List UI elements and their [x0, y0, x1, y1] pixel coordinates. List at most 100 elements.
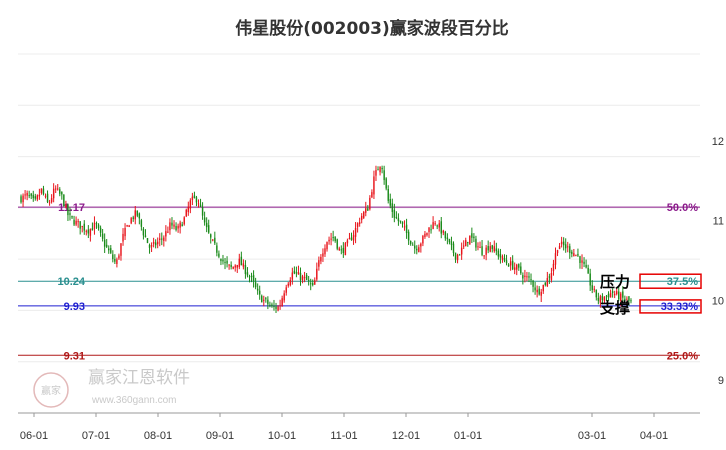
- candle: [424, 231, 426, 239]
- candle: [301, 274, 304, 284]
- candle-body: [536, 289, 538, 293]
- candle-body: [360, 215, 363, 220]
- candle-body: [491, 245, 493, 249]
- candle-body: [356, 223, 359, 227]
- candle-body: [132, 217, 134, 219]
- candle-body: [320, 256, 322, 262]
- candle: [42, 185, 45, 196]
- candle: [538, 286, 540, 296]
- candle: [203, 211, 206, 226]
- candle-body: [244, 265, 247, 274]
- candle: [242, 259, 245, 270]
- candle-body: [124, 228, 126, 237]
- candle-body: [301, 276, 304, 280]
- candle: [114, 254, 116, 265]
- candle-body: [267, 299, 269, 305]
- candle: [518, 263, 520, 271]
- candle: [99, 225, 102, 237]
- candle-body: [228, 264, 230, 266]
- candle: [450, 236, 453, 251]
- candle-body: [205, 222, 208, 228]
- candle-body: [224, 261, 226, 263]
- candle-body: [573, 253, 575, 257]
- x-tick-label: 06-01: [20, 430, 48, 442]
- candle: [140, 218, 143, 231]
- candle-body: [597, 297, 600, 301]
- candle-body: [138, 213, 141, 219]
- candle: [232, 266, 234, 270]
- candle: [224, 257, 226, 270]
- candle-body: [195, 197, 198, 203]
- candle: [146, 237, 149, 244]
- candle: [409, 240, 412, 246]
- candle-body: [273, 305, 275, 308]
- candle-body: [575, 254, 577, 256]
- candle: [275, 302, 277, 313]
- candle-body: [73, 219, 75, 225]
- candle: [471, 227, 473, 243]
- candle-body: [40, 188, 43, 193]
- candle: [624, 295, 626, 302]
- candle-body: [369, 197, 371, 210]
- candle: [299, 267, 302, 286]
- candle-body: [503, 258, 506, 261]
- candle-body: [422, 235, 424, 244]
- candle: [607, 291, 610, 302]
- candle: [128, 224, 130, 228]
- candle: [509, 257, 512, 271]
- candle-body: [554, 253, 557, 265]
- candle-body: [401, 221, 404, 225]
- candle: [403, 220, 406, 231]
- candle: [309, 278, 312, 291]
- candle: [448, 238, 451, 245]
- chart-title: 伟星股份(002003)赢家波段百分比: [235, 18, 509, 39]
- candle: [340, 245, 343, 255]
- candle: [507, 263, 510, 267]
- candle-body: [577, 253, 579, 256]
- candle: [244, 260, 247, 279]
- candle-body: [354, 227, 357, 237]
- candle: [271, 302, 273, 308]
- candle-body: [387, 189, 389, 201]
- candle-body: [87, 229, 90, 234]
- y-tick-label: 12: [712, 136, 724, 148]
- candle-body: [199, 204, 202, 207]
- candle-body: [252, 275, 255, 282]
- candle-body: [552, 263, 555, 272]
- candle: [556, 249, 559, 257]
- candle: [177, 223, 179, 233]
- candle: [583, 257, 585, 268]
- candle: [477, 242, 479, 251]
- x-tick-label: 01-01: [454, 430, 482, 442]
- candle-body: [585, 265, 587, 268]
- candle-body: [509, 261, 512, 266]
- candle-body: [324, 248, 326, 255]
- candle-body: [291, 272, 294, 280]
- candle-body: [32, 194, 34, 199]
- candle-body: [293, 270, 296, 274]
- candle: [240, 251, 243, 266]
- candle-body: [144, 235, 147, 238]
- candle: [67, 203, 69, 221]
- candle-body: [256, 288, 259, 291]
- candle: [434, 220, 436, 226]
- candle: [210, 233, 212, 244]
- candle-body: [358, 222, 361, 225]
- candle-body: [567, 246, 569, 248]
- candle: [324, 244, 326, 257]
- candle-body: [103, 239, 106, 247]
- candle-body: [405, 224, 408, 234]
- candle-body: [615, 291, 618, 295]
- candle: [89, 228, 92, 242]
- candle-body: [416, 248, 418, 251]
- candle: [358, 217, 361, 227]
- candle-body: [505, 260, 508, 264]
- candle-body: [48, 202, 51, 204]
- candle: [436, 224, 438, 230]
- candle-body: [285, 287, 287, 293]
- candle: [385, 177, 387, 191]
- candle: [103, 233, 106, 253]
- candle-body: [544, 282, 547, 285]
- candle-body: [50, 198, 53, 203]
- candle-body: [248, 276, 251, 278]
